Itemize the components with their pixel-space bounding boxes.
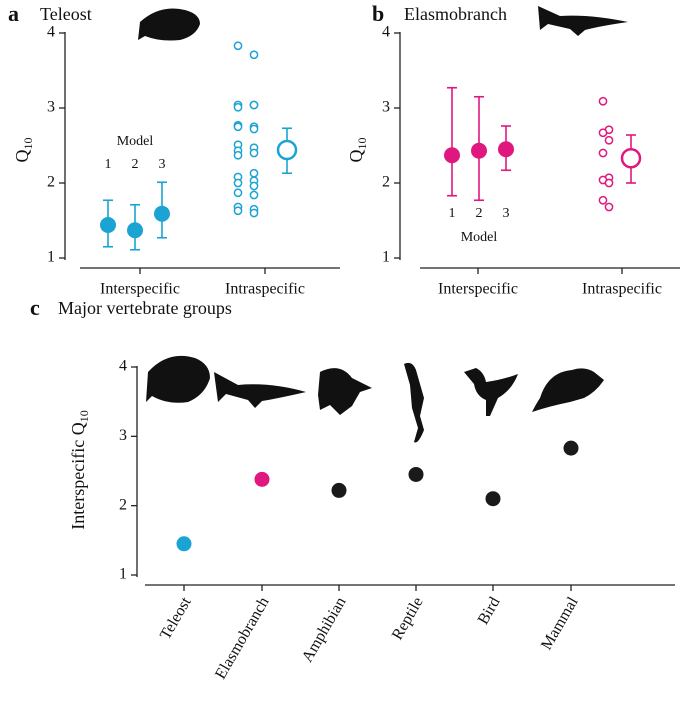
fish-icon xyxy=(138,8,200,41)
y-tick-label: 4 xyxy=(47,24,55,41)
model-point xyxy=(498,141,514,158)
y-tick-label: 1 xyxy=(382,249,390,266)
lizard-icon xyxy=(404,362,424,443)
model-number: 1 xyxy=(449,206,456,221)
intraspecific-point xyxy=(249,100,259,110)
y-axis-label-main: Q xyxy=(12,150,32,163)
shark-icon xyxy=(214,372,306,408)
intraspecific-point xyxy=(249,181,259,191)
x-tick-label: Reptile xyxy=(389,594,427,643)
panel-title: Teleost xyxy=(40,4,92,24)
x-tick-label: Elasmobranch xyxy=(212,594,272,682)
y-axis-label-sub: 10 xyxy=(77,410,91,422)
intraspecific-point xyxy=(233,102,243,112)
model-number: 2 xyxy=(476,206,483,221)
y-tick-label: 3 xyxy=(382,99,390,116)
y-tick-label: 2 xyxy=(47,174,55,191)
x-tick-label: Bird xyxy=(475,594,504,627)
x-tick-label: Interspecific xyxy=(438,281,518,298)
intraspecific-point xyxy=(598,195,608,205)
mouse-icon xyxy=(532,368,604,412)
intraspecific-point xyxy=(233,178,243,188)
x-tick-label: Teleost xyxy=(157,594,195,643)
group-point xyxy=(485,491,501,507)
panel-letter: a xyxy=(8,1,19,26)
bird-icon xyxy=(464,368,518,416)
intraspecific-mean xyxy=(620,148,642,169)
x-tick-label: Mammal xyxy=(538,594,582,653)
intraspecific-point xyxy=(598,96,608,106)
intraspecific-point xyxy=(249,148,259,158)
panel-title: Major vertebrate groups xyxy=(58,298,232,318)
x-tick-label: Interspecific xyxy=(100,281,180,298)
model-point xyxy=(154,205,170,222)
panel-letter: b xyxy=(372,1,384,26)
group-point xyxy=(331,482,347,498)
y-axis-label-main: Interspecific Q xyxy=(68,422,88,529)
model-point xyxy=(471,142,487,159)
intraspecific-point xyxy=(233,122,243,132)
model-number: 3 xyxy=(159,157,166,172)
model-point xyxy=(100,217,116,233)
intraspecific-point xyxy=(233,41,243,51)
model-point xyxy=(127,222,143,239)
intraspecific-point xyxy=(249,168,259,178)
model-number: 3 xyxy=(503,206,510,221)
intraspecific-point xyxy=(598,148,608,158)
x-tick-label: Intraspecific xyxy=(582,281,662,298)
intraspecific-point xyxy=(604,135,614,145)
intraspecific-point xyxy=(249,50,259,60)
intraspecific-point xyxy=(233,206,243,216)
y-tick-label: 3 xyxy=(47,99,55,116)
y-tick-label: 1 xyxy=(119,566,127,583)
model-label: Model xyxy=(461,230,498,245)
group-point xyxy=(254,471,270,487)
y-axis-label: Q10 xyxy=(12,138,35,163)
intraspecific-point xyxy=(233,150,243,160)
y-tick-label: 3 xyxy=(119,427,127,444)
group-point xyxy=(563,440,579,456)
model-number: 2 xyxy=(132,157,139,172)
y-tick-label: 4 xyxy=(382,24,390,41)
model-point xyxy=(444,147,460,164)
intraspecific-point xyxy=(249,124,259,134)
intraspecific-point xyxy=(598,128,608,138)
intraspecific-mean xyxy=(276,139,298,161)
y-axis-label-main: Q xyxy=(346,150,366,163)
y-axis-label: Q10 xyxy=(346,138,369,163)
y-axis-label: Interspecific Q10 xyxy=(68,410,91,529)
group-point xyxy=(176,536,192,552)
fish-icon xyxy=(146,355,210,403)
y-tick-label: 1 xyxy=(47,249,55,266)
x-tick-label: Intraspecific xyxy=(225,281,305,298)
y-axis-label-sub: 10 xyxy=(355,138,369,150)
y-tick-label: 2 xyxy=(119,496,127,513)
intraspecific-point xyxy=(604,178,614,188)
intraspecific-point xyxy=(249,208,259,218)
group-point xyxy=(408,466,424,482)
model-number: 1 xyxy=(105,157,112,172)
y-tick-label: 4 xyxy=(119,358,127,375)
intraspecific-point xyxy=(233,188,243,198)
shark-icon xyxy=(538,6,628,36)
y-tick-label: 2 xyxy=(382,174,390,191)
panel-letter: c xyxy=(30,295,40,320)
y-axis-label-sub: 10 xyxy=(21,138,35,150)
model-label: Model xyxy=(117,134,154,149)
intraspecific-point xyxy=(604,202,614,212)
frog-icon xyxy=(318,368,372,415)
x-tick-label: Amphibian xyxy=(299,594,350,665)
intraspecific-point xyxy=(249,190,259,200)
panel-title: Elasmobranch xyxy=(404,4,507,24)
